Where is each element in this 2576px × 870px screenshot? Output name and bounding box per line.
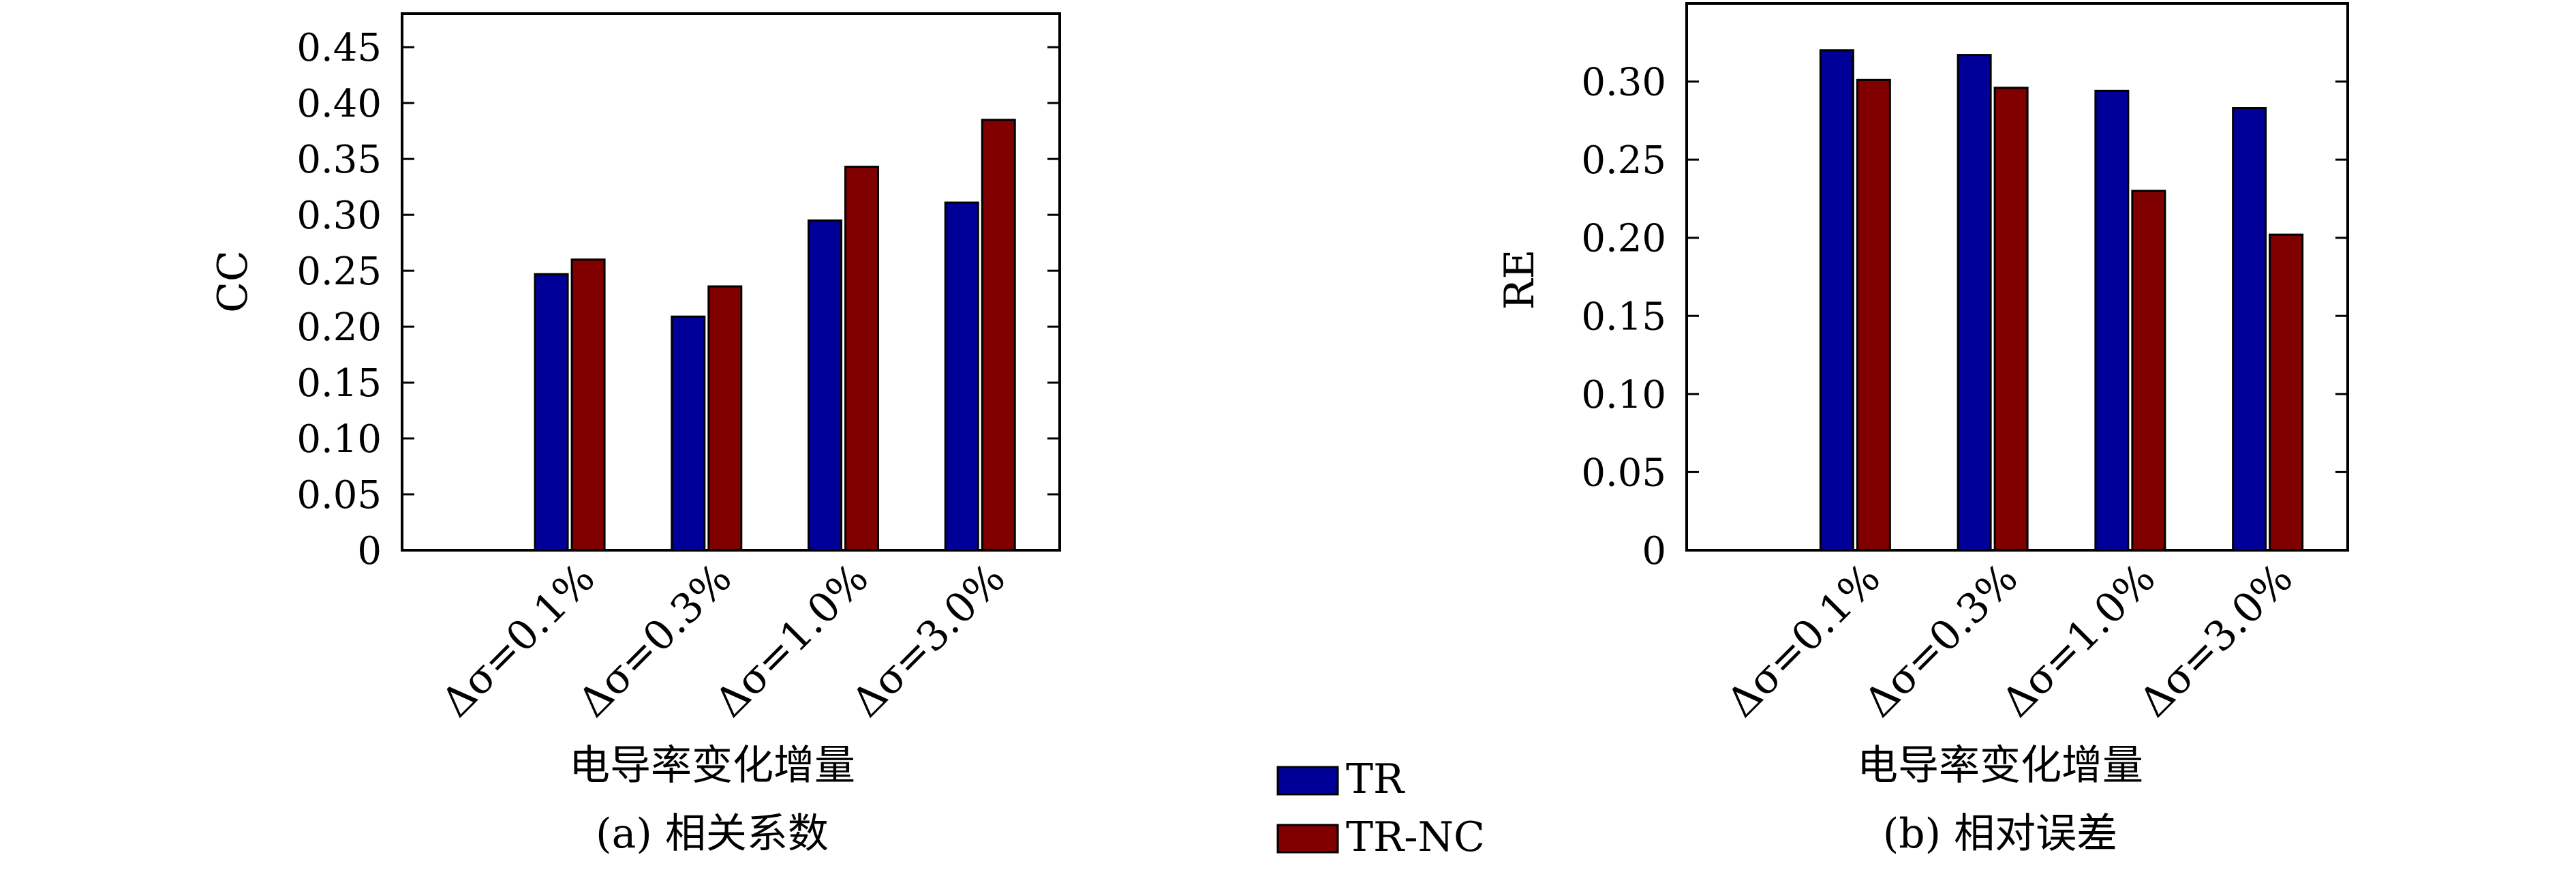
y-tick-label: 0 — [1642, 529, 1666, 573]
plot-frame — [401, 12, 1061, 552]
bar-tr-1 — [1819, 49, 1854, 552]
y-tick-label: 0.15 — [1581, 295, 1666, 339]
y-tick-label: 0.40 — [296, 82, 382, 126]
plot-frame — [1685, 2, 2349, 552]
subfigure-caption: (a) 相关系数 — [596, 810, 829, 858]
x-axis-title: 电导率变化增量 — [1857, 742, 2143, 790]
bar-tr-nc-3 — [2131, 190, 2166, 552]
bar-tr-3 — [808, 219, 843, 552]
y-axis-title: RE — [1496, 250, 1544, 310]
y-tick-label: 0.45 — [296, 26, 382, 70]
bar-tr-2 — [671, 315, 706, 552]
legend-label-trnc: TR-NC — [1346, 813, 1485, 861]
subfigure-caption: (b) 相对误差 — [1883, 810, 2117, 858]
y-tick-label: 0.20 — [1581, 217, 1666, 261]
legend-swatch-tr — [1276, 766, 1339, 796]
bar-tr-nc-2 — [707, 285, 743, 552]
x-axis-title: 电导率变化增量 — [569, 742, 855, 790]
bar-tr-nc-4 — [2269, 233, 2304, 552]
y-tick-label: 0.15 — [296, 361, 382, 406]
bar-tr-nc-2 — [1993, 87, 2029, 552]
y-tick-label: 0.05 — [1581, 451, 1666, 495]
y-tick-label: 0.10 — [296, 417, 382, 462]
y-tick-label: 0 — [357, 529, 382, 573]
bar-tr-4 — [944, 201, 979, 552]
bar-tr-4 — [2232, 107, 2267, 552]
y-axis-title: CC — [209, 250, 257, 313]
bar-tr-nc-4 — [981, 119, 1016, 552]
chart-b: 00.050.100.150.200.250.30Δσ=0.1%Δσ=0.3%Δ… — [1496, 2, 2349, 858]
y-tick-label: 0.30 — [296, 194, 382, 238]
legend-swatch-trnc — [1276, 824, 1339, 854]
bar-tr-2 — [1957, 54, 1992, 552]
bar-tr-nc-3 — [844, 166, 880, 552]
y-tick-label: 0.20 — [296, 305, 382, 350]
y-tick-label: 0.05 — [296, 473, 382, 518]
legend: TR TR-NC — [1276, 755, 1485, 861]
y-tick-label: 0.25 — [296, 250, 382, 294]
y-tick-label: 0.30 — [1581, 61, 1666, 105]
y-tick-label: 0.25 — [1581, 138, 1666, 183]
legend-label-tr: TR — [1346, 755, 1405, 803]
bar-tr-nc-1 — [1856, 78, 1891, 552]
bar-tr-3 — [2094, 89, 2130, 552]
y-tick-label: 0.10 — [1581, 373, 1666, 417]
chart-a: 00.050.100.150.200.250.300.350.400.45Δσ=… — [209, 12, 1061, 858]
bar-tr-nc-1 — [570, 258, 606, 552]
bar-tr-1 — [534, 273, 569, 552]
y-tick-label: 0.35 — [296, 138, 382, 182]
